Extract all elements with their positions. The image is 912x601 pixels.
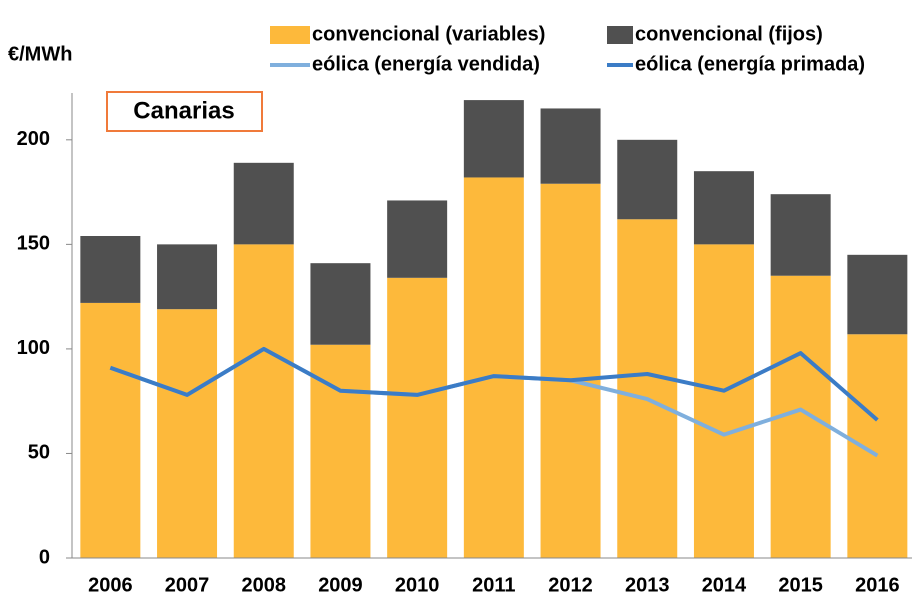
y-axis-label: €/MWh (8, 43, 72, 65)
title-box (106, 91, 263, 132)
x-tick-label: 2012 (548, 574, 593, 596)
bar (157, 244, 218, 310)
bar (617, 219, 678, 559)
x-tick-label: 2011 (472, 574, 515, 596)
bar (463, 177, 524, 559)
legend-label: eólica (energía primada) (635, 53, 865, 75)
plot: 0 50 100 150 200 2006 2007 2008 2009 2010 2011 2012… (17, 23, 912, 596)
bar (387, 277, 448, 558)
y-tick-label: 50 (28, 442, 50, 464)
bar (80, 236, 141, 303)
x-tick-label: 2007 (165, 574, 210, 596)
legend-swatch (270, 26, 310, 44)
bar (80, 302, 141, 558)
bar (157, 309, 218, 558)
bar (693, 244, 754, 558)
x-tick-label: 2013 (625, 574, 670, 596)
x-tick-label: 2016 (855, 574, 900, 596)
x-tick-label: 2014 (702, 574, 747, 596)
legend-swatch (607, 26, 633, 44)
bar (847, 254, 908, 335)
y-tick-label: 0 (39, 546, 50, 568)
x-tick-label: 2010 (395, 574, 440, 596)
bar (233, 162, 294, 245)
bar (540, 183, 601, 558)
bar (770, 194, 831, 276)
x-tick-label: 2008 (242, 574, 287, 596)
y-tick-label: 150 (17, 233, 50, 255)
x-tick-label: 2006 (88, 574, 133, 596)
bar (617, 139, 678, 220)
legend-label: convencional (variables) (312, 23, 545, 45)
bar (387, 200, 448, 278)
x-tick-label: 2009 (318, 574, 363, 596)
bar (847, 334, 908, 558)
bar (233, 244, 294, 558)
chart-title: Canarias (133, 97, 234, 124)
x-tick-label: 2015 (778, 574, 823, 596)
bar (310, 263, 371, 345)
bar (463, 100, 524, 178)
y-tick-label: 200 (17, 128, 50, 150)
line (109, 346, 879, 422)
bar (540, 108, 601, 184)
legend-label: eólica (energía vendida) (312, 53, 540, 75)
legend-label: convencional (fijos) (635, 23, 823, 45)
bar (310, 344, 371, 558)
bar (693, 171, 754, 245)
y-tick-label: 100 (17, 337, 50, 359)
